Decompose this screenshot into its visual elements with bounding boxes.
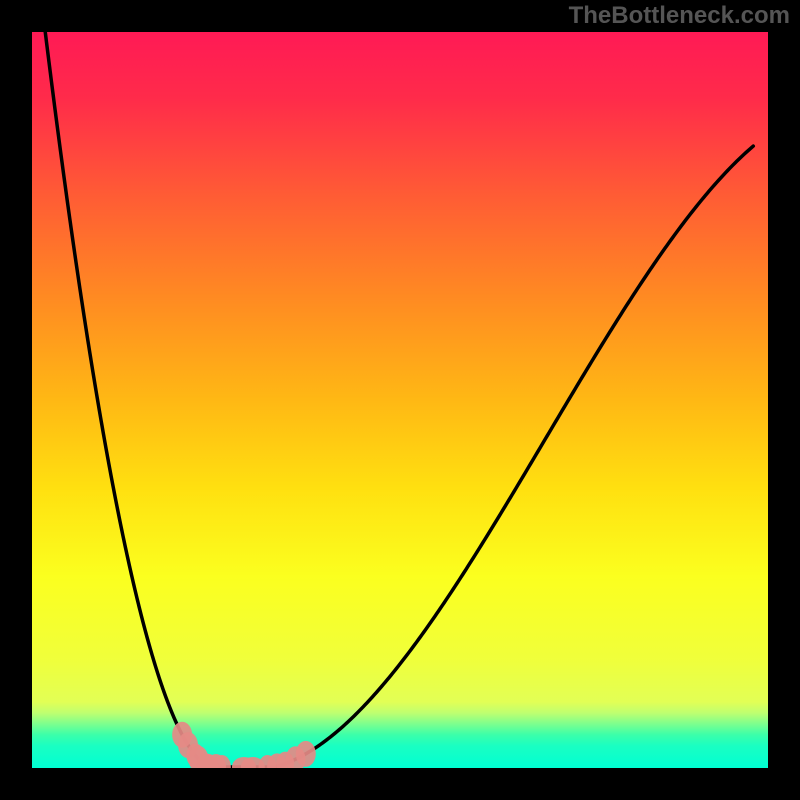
curve-marker xyxy=(296,741,316,767)
watermark-text: TheBottleneck.com xyxy=(569,2,790,30)
plot-background xyxy=(32,32,768,768)
bottleneck-chart xyxy=(0,0,800,800)
chart-container: TheBottleneck.com xyxy=(0,0,800,800)
